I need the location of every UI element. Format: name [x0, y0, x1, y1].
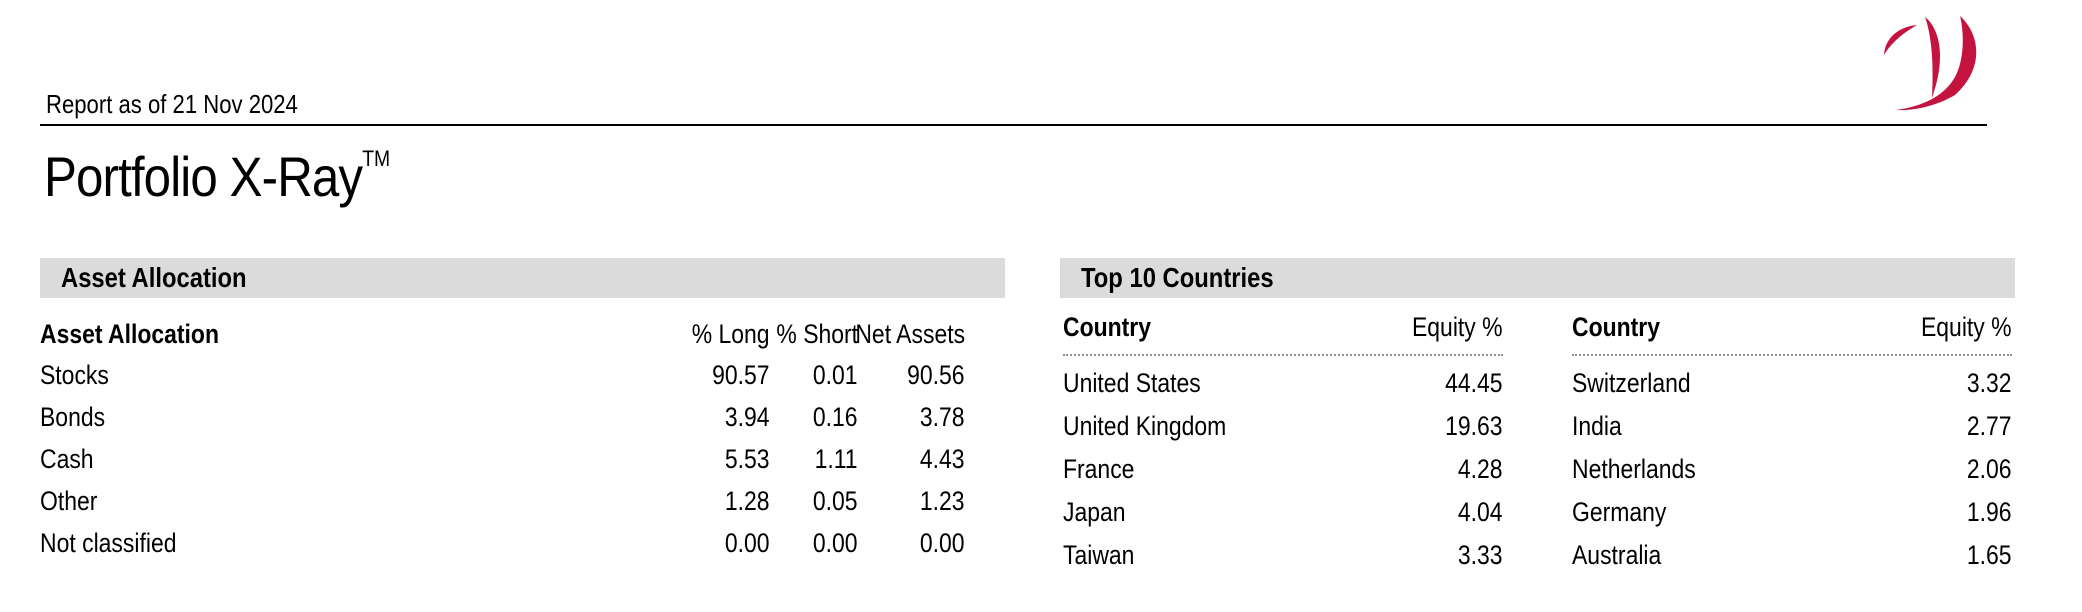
country-name: Australia: [1572, 540, 1662, 570]
asset-allocation-table: Asset Allocation % Long % Short Net Asse…: [40, 314, 1005, 564]
asset-row-label: Other: [40, 485, 98, 516]
country-name: Japan: [1063, 497, 1126, 527]
countries-table-left: Country Equity % United States 44.45 Uni…: [1063, 312, 1503, 577]
countries-table-left-header: Country Equity %: [1063, 312, 1503, 356]
country-equity-pct: 2.06: [1967, 454, 2012, 484]
top-10-countries-section: Top 10 Countries Country Equity % United…: [1060, 258, 2015, 570]
country-name: Taiwan: [1063, 540, 1135, 570]
column-header-asset-allocation: Asset Allocation: [40, 318, 219, 349]
column-header-net-assets: Net Assets: [855, 318, 965, 349]
asset-row-long: 0.00: [725, 527, 770, 558]
asset-row-net: 0.00: [920, 527, 965, 558]
asset-row-long: 90.57: [712, 359, 770, 390]
red-wing-logo-icon: [1878, 4, 1990, 120]
asset-row-net: 4.43: [920, 443, 965, 474]
column-header-country: Country: [1063, 312, 1151, 342]
asset-row-label: Stocks: [40, 359, 109, 390]
countries-table-right: Country Equity % Switzerland 3.32 India …: [1572, 312, 2012, 577]
page-title: Portfolio X-RayTM: [44, 145, 391, 208]
country-equity-pct: 1.96: [1967, 497, 2012, 527]
asset-row-long: 1.28: [725, 485, 770, 516]
report-as-of-date: Report as of 21 Nov 2024: [46, 89, 298, 119]
country-equity-pct: 3.33: [1458, 540, 1503, 570]
asset-row-net: 1.23: [920, 485, 965, 516]
country-name: United Kingdom: [1063, 411, 1227, 441]
country-equity-pct: 1.65: [1967, 540, 2012, 570]
column-header-pct-short: % Short: [776, 318, 858, 349]
country-name: Germany: [1572, 497, 1667, 527]
asset-row-long: 3.94: [725, 401, 770, 432]
column-header-equity: Equity %: [1921, 312, 2012, 342]
country-equity-pct: 2.77: [1967, 411, 2012, 441]
asset-allocation-section: Asset Allocation Asset Allocation % Long…: [40, 258, 1005, 564]
asset-row-net: 3.78: [920, 401, 965, 432]
country-equity-pct: 4.04: [1458, 497, 1503, 527]
asset-row-short: 0.05: [813, 485, 858, 516]
country-equity-pct: 44.45: [1445, 368, 1503, 398]
trademark-superscript: TM: [362, 146, 391, 171]
asset-row-short: 0.16: [813, 401, 858, 432]
country-name: United States: [1063, 368, 1201, 398]
country-name: India: [1572, 411, 1622, 441]
countries-table-right-header: Country Equity %: [1572, 312, 2012, 356]
asset-row-label: Cash: [40, 443, 94, 474]
country-equity-pct: 4.28: [1458, 454, 1503, 484]
asset-row-short: 0.00: [813, 527, 858, 558]
asset-row-label: Not classified: [40, 527, 177, 558]
column-header-pct-long: % Long: [692, 318, 770, 349]
countries-table-left-rows: United States 44.45 United Kingdom 19.63…: [1063, 356, 1503, 577]
country-equity-pct: 3.32: [1967, 368, 2012, 398]
asset-row-short: 0.01: [813, 359, 858, 390]
column-header-equity: Equity %: [1412, 312, 1503, 342]
country-name: France: [1063, 454, 1135, 484]
country-name: Netherlands: [1572, 454, 1696, 484]
asset-row-net: 90.56: [907, 359, 965, 390]
asset-row-short: 1.11: [815, 443, 858, 474]
country-equity-pct: 19.63: [1445, 411, 1503, 441]
country-name: Switzerland: [1572, 368, 1691, 398]
asset-row-label: Bonds: [40, 401, 106, 432]
asset-allocation-section-header: Asset Allocation: [40, 258, 1005, 298]
countries-table-right-rows: Switzerland 3.32 India 2.77 Netherlands …: [1572, 356, 2012, 577]
asset-row-long: 5.53: [725, 443, 770, 474]
header-divider-rule: [40, 124, 1987, 126]
top-10-countries-section-header: Top 10 Countries: [1060, 258, 2015, 298]
column-header-country: Country: [1572, 312, 1660, 342]
